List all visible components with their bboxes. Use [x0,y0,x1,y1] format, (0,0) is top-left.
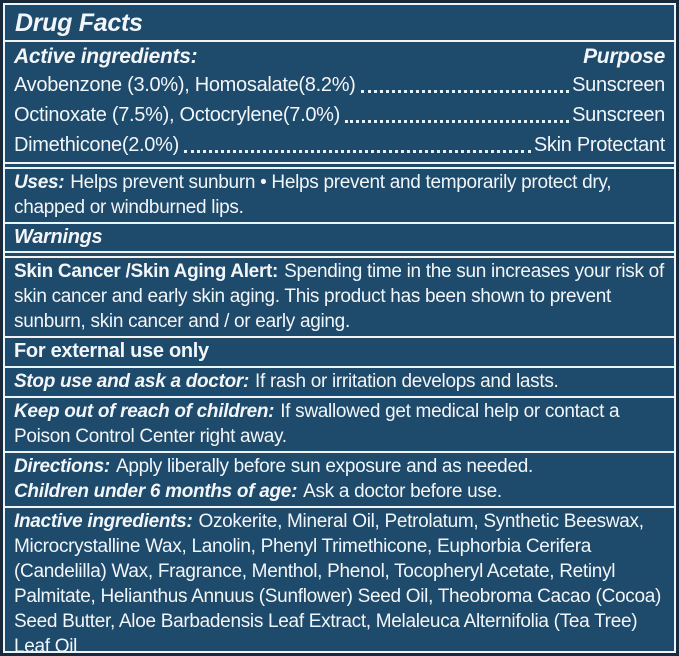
uses-text: Helps prevent sunburn • Helps prevent an… [14,172,612,218]
ingredient-row: Octinoxate (7.5%), Octocrylene(7.0%) Sun… [14,100,665,130]
external-use-row: For external use only [14,339,665,364]
active-ingredients-section: Active ingredients: Purpose Avobenzone (… [5,42,674,164]
children-text: Ask a doctor before use. [303,481,502,502]
external-use-section: For external use only [5,338,674,368]
uses-paragraph: Uses: Helps prevent sunburn • Helps preve… [14,170,665,220]
stop-use-paragraph: Stop use and ask a doctor: If rash or irr… [14,369,665,394]
warnings-heading: Warnings [14,226,103,248]
keep-out-section: Keep out of reach of children: If swallow… [5,398,674,453]
directions-heading: Directions: [14,456,110,477]
active-ingredients-heading-row: Active ingredients: Purpose [14,43,665,70]
stop-use-text: If rash or irritation develops and lasts… [255,371,559,392]
ingredient-name: Dimethicone(2.0%) [14,134,179,156]
purpose-heading: Purpose [583,45,665,68]
children-paragraph: Children under 6 months of age: Ask a doc… [14,479,665,504]
drug-facts-header: Drug Facts [5,5,674,42]
active-ingredients-heading: Active ingredients: [14,45,198,68]
skin-cancer-alert-section: Skin Cancer /Skin Aging Alert: Spending t… [5,256,674,338]
inactive-ingredients-text: Ozokerite, Mineral Oil, Petrolatum, Synt… [14,511,662,653]
warnings-section: Warnings [5,224,674,253]
ingredient-name: Octinoxate (7.5%), Octocrylene(7.0%) [14,104,340,126]
warnings-heading-row: Warnings [14,225,665,249]
inactive-ingredients-heading: Inactive ingredients: [14,511,193,532]
ingredient-purpose: Skin Protectant [533,134,665,156]
inactive-ingredients-section: Inactive ingredients: Ozokerite, Mineral … [5,508,674,653]
keep-out-paragraph: Keep out of reach of children: If swallow… [14,399,665,449]
directions-section: Directions: Apply liberally before sun ex… [5,453,674,508]
uses-heading: Uses: [14,172,65,193]
dot-leader [360,90,570,93]
uses-section: Uses: Helps prevent sunburn • Helps preve… [5,167,674,224]
skin-cancer-alert-paragraph: Skin Cancer /Skin Aging Alert: Spending t… [14,259,665,334]
skin-cancer-alert-heading: Skin Cancer /Skin Aging Alert: [14,261,279,282]
drug-facts-panel: Drug Facts Active ingredients: Purpose A… [3,3,676,653]
ingredient-row: Dimethicone(2.0%) Skin Protectant [14,130,665,160]
drug-facts-title: Drug Facts [15,9,143,37]
stop-use-heading: Stop use and ask a doctor: [14,371,250,392]
ingredient-purpose: Sunscreen [572,74,665,96]
dot-leader [183,150,531,153]
dot-leader [345,120,570,123]
ingredient-purpose: Sunscreen [572,104,665,126]
keep-out-heading: Keep out of reach of children: [14,401,275,422]
directions-text: Apply liberally before sun exposure and … [115,456,533,477]
directions-paragraph: Directions: Apply liberally before sun ex… [14,454,665,479]
ingredient-name: Avobenzone (3.0%), Homosalate(8.2%) [14,74,356,96]
inactive-ingredients-paragraph: Inactive ingredients: Ozokerite, Mineral … [14,509,665,653]
keep-out-text: If swallowed get medical help or contact… [14,401,620,447]
skin-cancer-alert-text: Spending time in the sun increases your … [14,261,664,332]
external-use-text: For external use only [14,340,209,362]
children-heading: Children under 6 months of age: [14,481,298,502]
stop-use-section: Stop use and ask a doctor: If rash or irr… [5,368,674,398]
ingredient-row: Avobenzone (3.0%), Homosalate(8.2%) Suns… [14,70,665,100]
